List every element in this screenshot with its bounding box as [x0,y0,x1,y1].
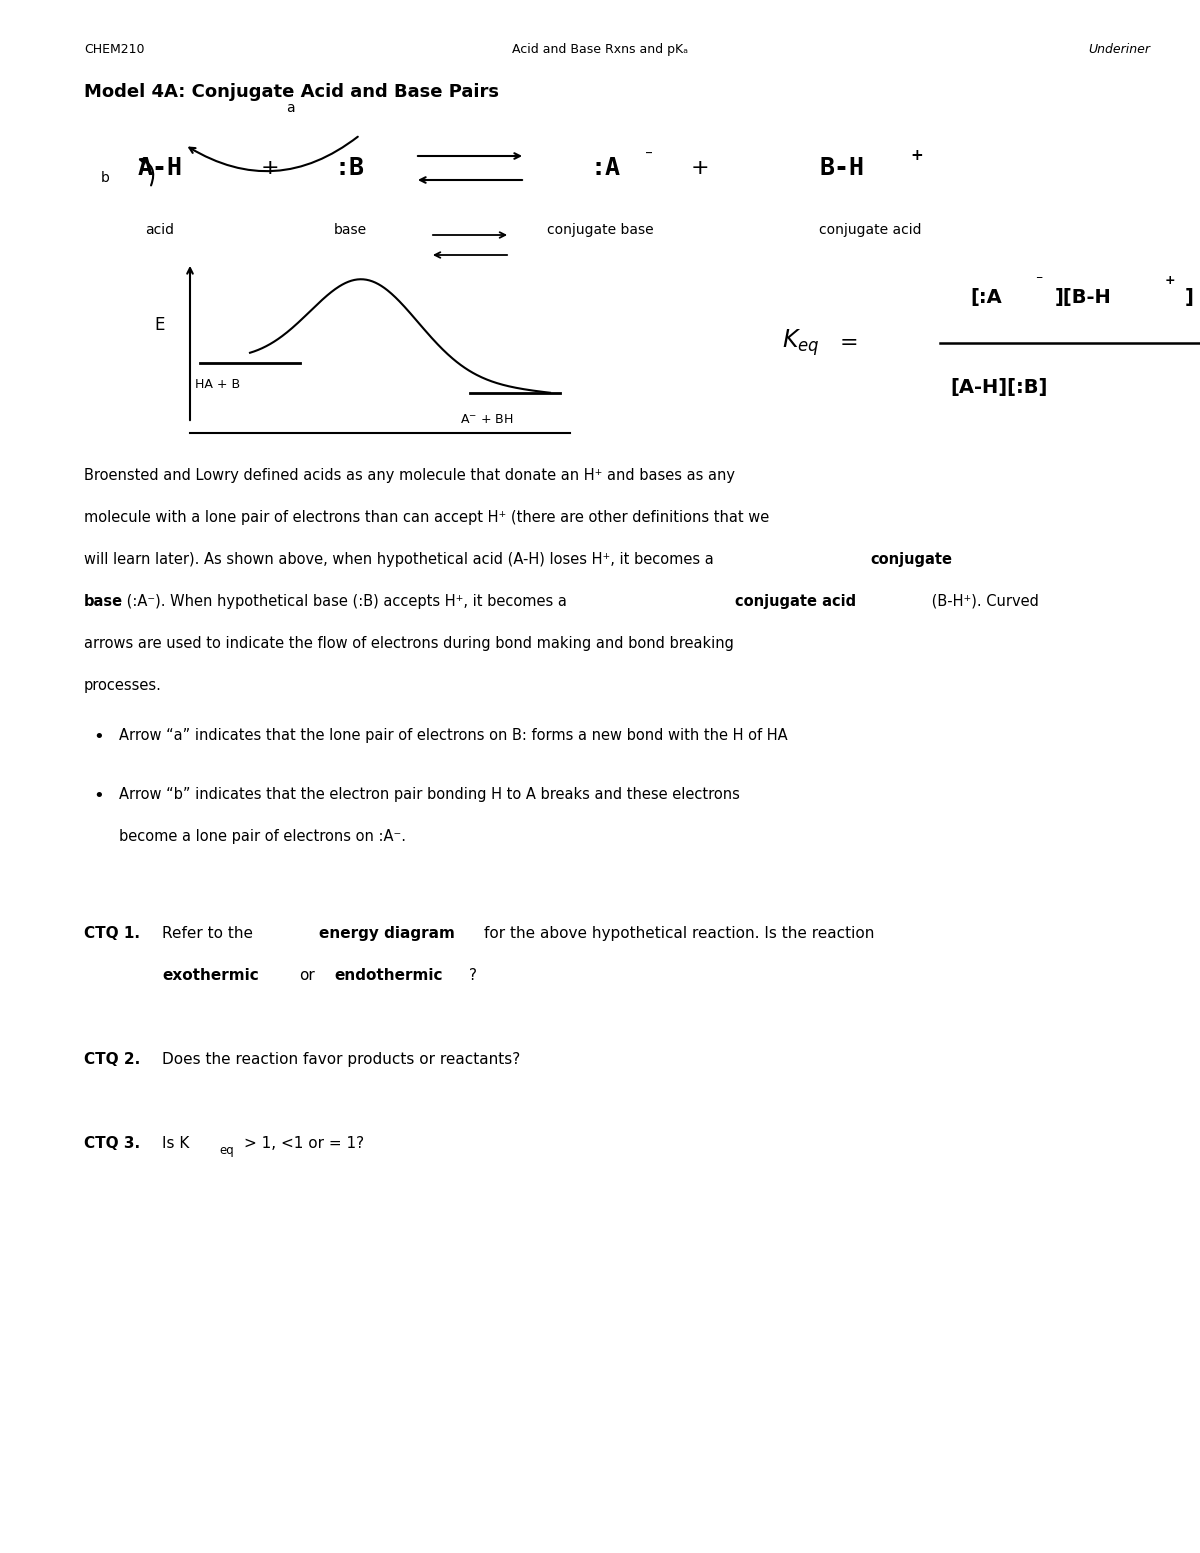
Text: conjugate acid: conjugate acid [734,593,856,609]
Text: become a lone pair of electrons on :A⁻.: become a lone pair of electrons on :A⁻. [119,829,406,845]
Text: Arrow “a” indicates that the lone pair of electrons on B: forms a new bond with : Arrow “a” indicates that the lone pair o… [119,728,787,744]
Text: a: a [286,101,294,115]
Text: [:A: [:A [970,289,1002,307]
Text: Underiner: Underiner [1088,43,1150,56]
Text: will learn later). As shown above, when hypothetical acid (A-H) loses H⁺, it bec: will learn later). As shown above, when … [84,551,719,567]
Text: =: = [840,332,859,353]
Text: base: base [84,593,124,609]
Text: Broensted and Lowry defined acids as any molecule that donate an H⁺ and bases as: Broensted and Lowry defined acids as any… [84,467,734,483]
Text: •: • [94,787,104,804]
Text: [A-H][:B]: [A-H][:B] [950,379,1048,398]
Text: base: base [334,224,366,238]
Text: conjugate base: conjugate base [547,224,653,238]
Text: HA + B: HA + B [194,377,240,391]
Text: A$^{-}$ + BH: A$^{-}$ + BH [460,413,514,426]
Text: Acid and Base Rxns and pKₐ: Acid and Base Rxns and pKₐ [512,43,688,56]
Text: ⁻: ⁻ [646,149,653,163]
Text: E: E [155,315,166,334]
Text: CHEM210: CHEM210 [84,43,144,56]
Text: ⁻: ⁻ [1034,273,1043,287]
Text: :B: :B [335,155,365,180]
Text: > 1, <1 or = 1?: > 1, <1 or = 1? [244,1135,364,1151]
Text: A-H: A-H [138,155,182,180]
Text: arrows are used to indicate the flow of electrons during bond making and bond br: arrows are used to indicate the flow of … [84,637,734,651]
Text: B-H: B-H [820,155,865,180]
Text: ]: ] [1186,289,1194,307]
Text: eq: eq [220,1145,234,1157]
Text: ][B-H: ][B-H [1055,289,1111,307]
Text: exothermic: exothermic [162,968,259,983]
Text: conjugate: conjugate [870,551,952,567]
Text: +: + [260,158,280,179]
Text: b: b [101,171,109,185]
Text: +: + [1165,273,1176,286]
Text: •: • [94,728,104,747]
Text: Model 4A: Conjugate Acid and Base Pairs: Model 4A: Conjugate Acid and Base Pairs [84,82,499,101]
Text: acid: acid [145,224,174,238]
Text: +: + [910,149,923,163]
Text: CTQ 2.: CTQ 2. [84,1051,140,1067]
Text: (:A⁻). When hypothetical base (:B) accepts H⁺, it becomes a: (:A⁻). When hypothetical base (:B) accep… [122,593,571,609]
Text: $K_{eq}$: $K_{eq}$ [782,328,820,359]
Text: :A: :A [590,155,620,180]
Text: +: + [691,158,709,179]
Text: Does the reaction favor products or reactants?: Does the reaction favor products or reac… [162,1051,521,1067]
Text: for the above hypothetical reaction. Is the reaction: for the above hypothetical reaction. Is … [484,926,875,941]
Text: molecule with a lone pair of electrons than can accept H⁺ (there are other defin: molecule with a lone pair of electrons t… [84,509,769,525]
Text: endothermic: endothermic [334,968,443,983]
Text: ?: ? [469,968,478,983]
Text: CTQ 1.: CTQ 1. [84,926,140,941]
Text: CTQ 3.: CTQ 3. [84,1135,140,1151]
Text: conjugate acid: conjugate acid [818,224,922,238]
Text: or: or [299,968,314,983]
Text: Arrow “b” indicates that the electron pair bonding H to A breaks and these elect: Arrow “b” indicates that the electron pa… [119,787,740,803]
Text: Refer to the: Refer to the [162,926,253,941]
Text: (B-H⁺). Curved: (B-H⁺). Curved [928,593,1039,609]
Text: energy diagram: energy diagram [319,926,455,941]
Text: Is K: Is K [162,1135,190,1151]
Text: processes.: processes. [84,679,162,693]
